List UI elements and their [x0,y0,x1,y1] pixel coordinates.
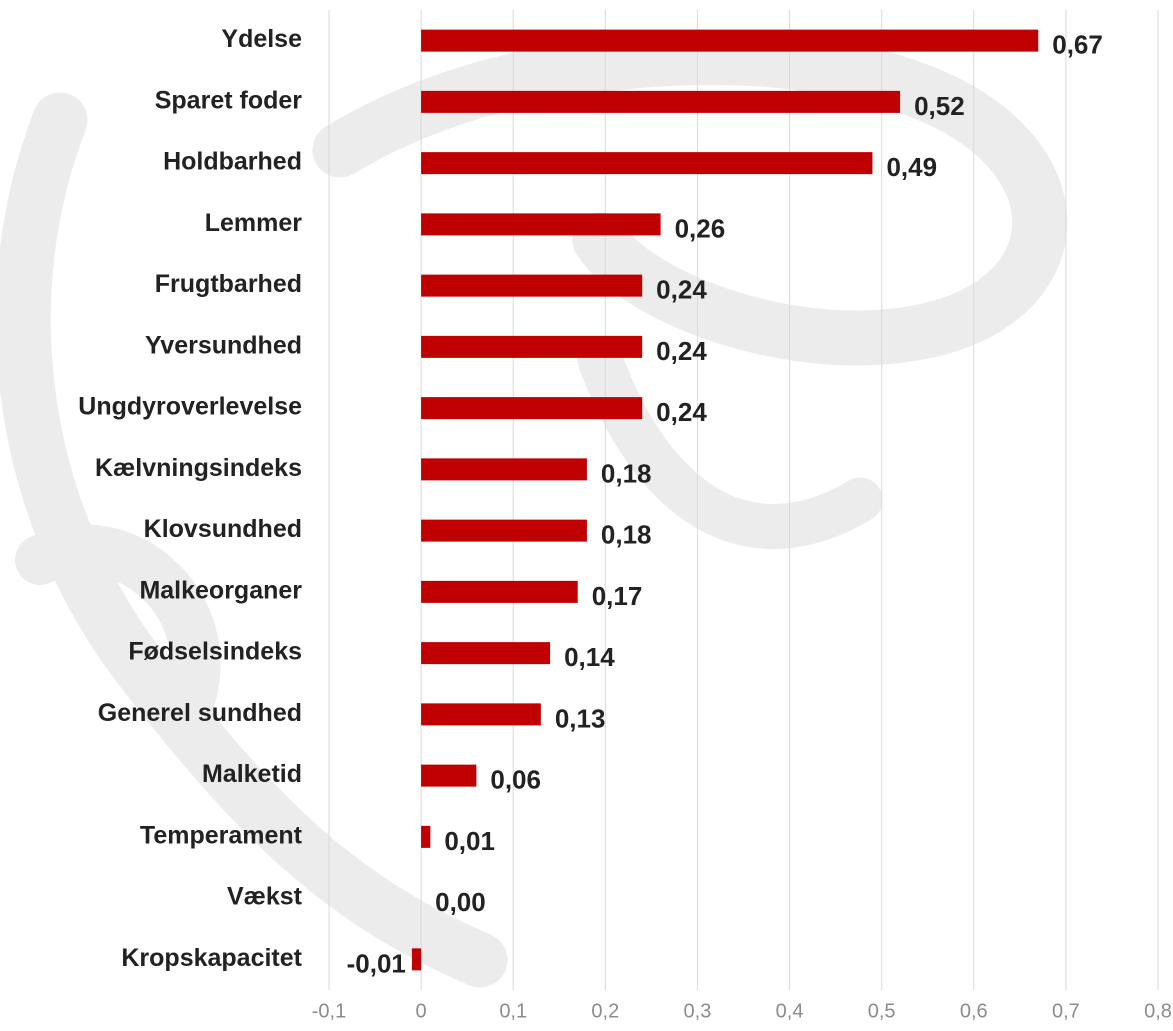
category-label: Ydelse [221,25,302,53]
x-tick-label: 0,6 [960,1000,988,1022]
value-label: 0,06 [490,765,541,795]
value-label: 0,24 [656,397,707,427]
category-label: Fødselsindeks [128,638,302,666]
category-label: Kælvningsindeks [95,454,302,482]
value-label: 0,01 [444,826,495,856]
chart: -0,1 0 0,1 0,2 0,3 0,4 0,5 0,6 0,7 0,8 Ydelse 0,67 S… [0,0,1173,1031]
category-label: Malketid [202,760,302,788]
bar [421,213,660,235]
value-label: 0,00 [435,887,486,917]
bar [421,765,476,787]
value-label: 0,52 [914,91,965,121]
bar [421,458,587,480]
value-label: 0,17 [592,581,643,611]
x-tick-label: 0,2 [591,1000,619,1022]
bar [421,826,430,848]
value-label: 0,24 [656,336,707,366]
bar [421,397,642,419]
x-tick-label: 0 [416,1000,427,1022]
category-label: Sparet foder [155,86,303,114]
x-tick-label: 0,8 [1144,1000,1172,1022]
category-label: Temperament [140,821,303,849]
category-label: Generel sundhed [98,699,302,727]
bar [421,91,900,113]
value-label: -0,01 [347,948,406,978]
category-label: Kropskapacitet [121,944,302,972]
category-label: Holdbarhed [163,148,302,176]
x-tick-label: 0,4 [776,1000,804,1022]
category-label: Lemmer [205,209,303,237]
value-label: 0,18 [601,520,652,550]
category-label: Ungdyroverlevelse [78,393,302,421]
x-tick-label: 0,5 [868,1000,896,1022]
category-label: Frugtbarhed [155,270,302,298]
value-label: 0,26 [675,213,726,243]
bar [412,948,421,970]
bar [421,581,578,603]
value-label: 0,67 [1052,30,1103,60]
x-tick-label: 0,7 [1052,1000,1080,1022]
category-label: Vækst [227,883,303,911]
bar [421,336,642,358]
value-label: 0,49 [886,152,937,182]
bar [421,642,550,664]
watermark-swirl [600,360,860,526]
page: {"chart_data": {"type": "bar", "orientat… [0,0,1173,1031]
x-tick-label: 0,3 [684,1000,712,1022]
category-label: Malkeorganer [139,576,302,604]
category-label: Yversundhed [145,331,302,359]
x-tick-label: -0,1 [312,1000,346,1022]
value-label: 0,13 [555,703,606,733]
x-tick-label: 0,1 [499,1000,527,1022]
value-label: 0,24 [656,275,707,305]
value-label: 0,18 [601,458,652,488]
bar [421,520,587,542]
bar [421,703,541,725]
bar [421,152,872,174]
bar [421,275,642,297]
category-label: Klovsundhed [144,515,302,543]
value-label: 0,14 [564,642,615,672]
bar [421,30,1038,52]
